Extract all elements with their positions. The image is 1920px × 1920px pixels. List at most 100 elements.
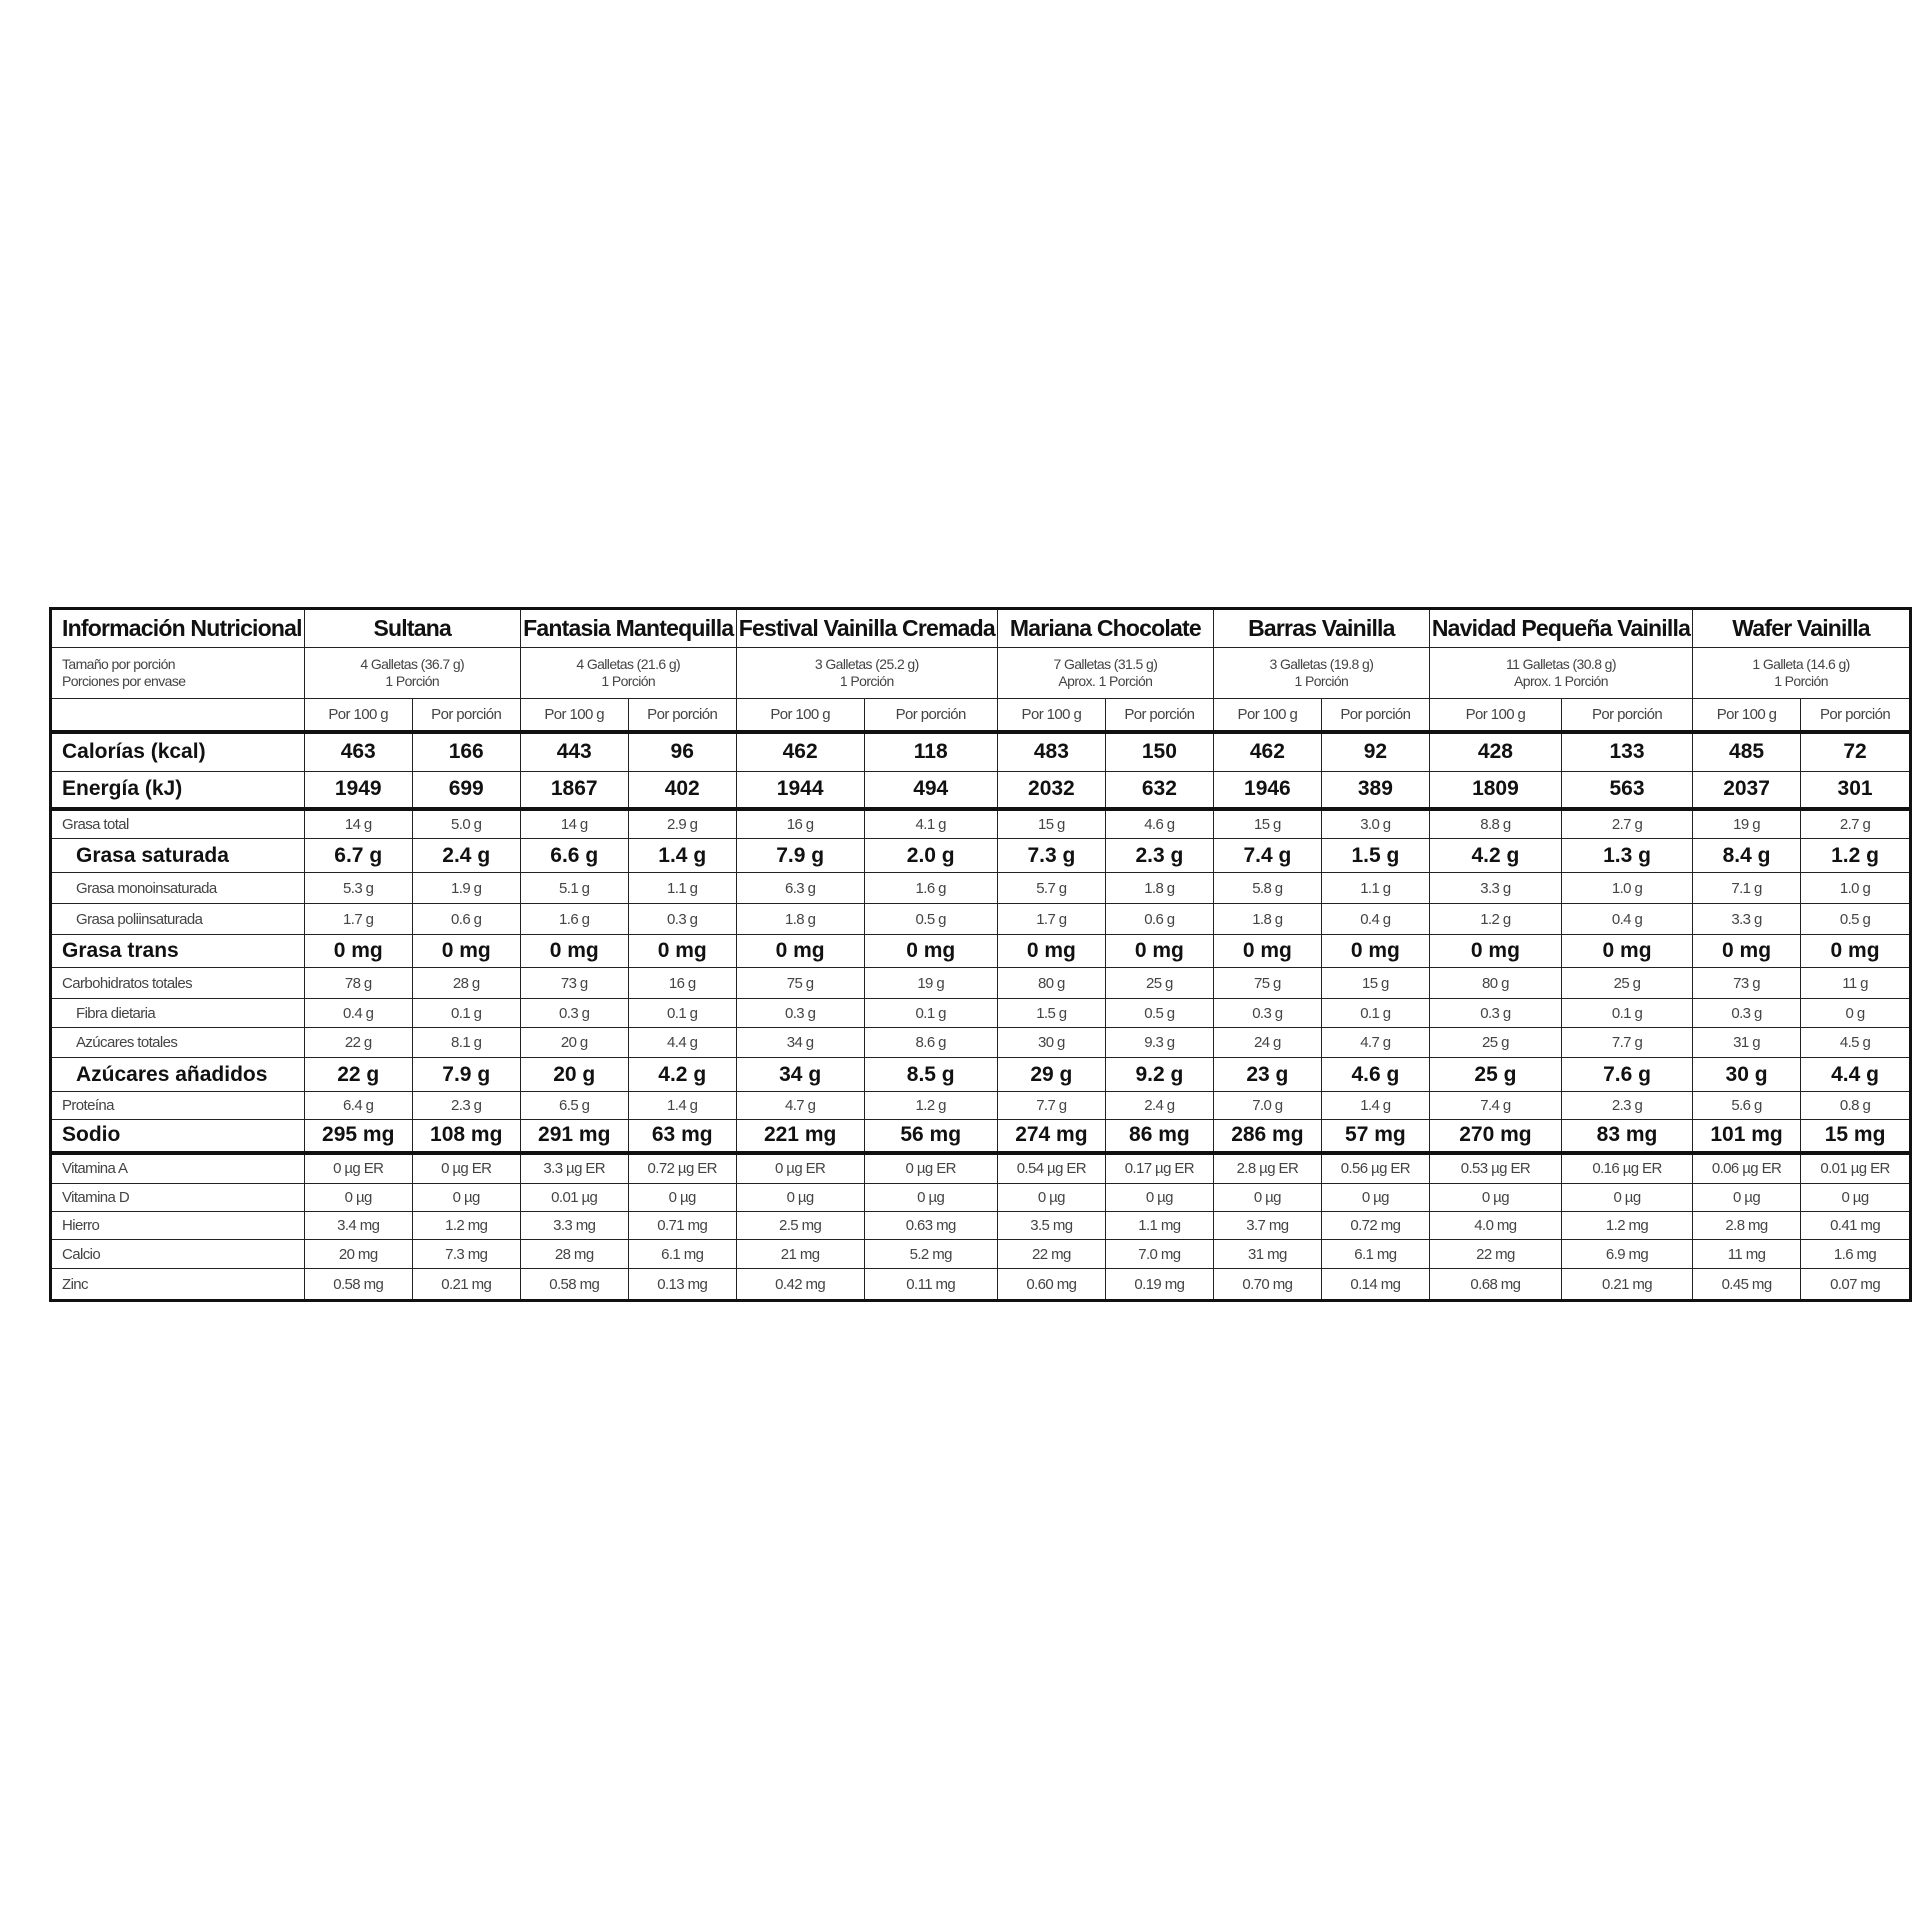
nutrient-value: 0.5 g — [1104, 998, 1214, 1028]
nutrient-value: 8.1 g — [411, 1027, 521, 1058]
nutrient-value: 1.5 g — [996, 998, 1106, 1028]
nutrient-label: Azúcares totales — [50, 1027, 305, 1058]
column-header: Por 100 g — [303, 698, 413, 734]
nutrient-value: 0.01 µg ER — [1800, 1152, 1912, 1184]
nutrient-value: 295 mg — [303, 1119, 413, 1155]
nutrient-value: 1.9 g — [411, 872, 521, 904]
nutrient-value: 150 — [1104, 731, 1214, 772]
empty-cell — [50, 698, 305, 734]
nutrient-value: 1.2 g — [1428, 903, 1562, 935]
nutrient-label: Energía (kJ) — [50, 771, 305, 811]
nutrient-value: 7.7 g — [996, 1091, 1106, 1120]
nutrient-value: 4.7 g — [1320, 1027, 1430, 1058]
nutrient-label: Fibra dietaria — [50, 998, 305, 1028]
nutrient-label: Azúcares añadidos — [50, 1057, 305, 1092]
nutrient-value: 462 — [735, 731, 865, 772]
table-title: Información Nutricional — [50, 608, 305, 648]
nutrient-value: 0 mg — [1104, 934, 1214, 968]
nutrient-value: 0 µg ER — [863, 1152, 998, 1184]
nutrient-value: 0.01 µg — [519, 1183, 629, 1212]
nutrient-value: 23 g — [1212, 1057, 1322, 1092]
nutrient-value: 22 mg — [996, 1239, 1106, 1269]
nutrient-value: 0 mg — [1320, 934, 1430, 968]
nutrient-value: 2.3 g — [411, 1091, 521, 1120]
nutrient-value: 0 µg ER — [411, 1152, 521, 1184]
nutrient-value: 0.21 mg — [411, 1268, 521, 1301]
nutrient-value: 1.4 g — [627, 1091, 737, 1120]
nutrition-table: Información Nutricional Sultana Fantasia M… — [49, 607, 1913, 1302]
nutrient-value: 4.7 g — [735, 1091, 865, 1120]
nutrient-value: 0 mg — [1800, 934, 1912, 968]
nutrient-row: Grasa monoinsaturada 5.3 g 1.9 g 5.1 g 1.1 g… — [50, 872, 1912, 904]
column-header: Por porción — [1104, 698, 1214, 734]
nutrient-value: 0.17 µg ER — [1104, 1152, 1214, 1184]
nutrient-value: 5.7 g — [996, 872, 1106, 904]
column-header: Por 100 g — [996, 698, 1106, 734]
nutrient-value: 0 µg — [627, 1183, 737, 1212]
nutrient-value: 1.8 g — [1212, 903, 1322, 935]
column-header: Por porción — [1560, 698, 1694, 734]
nutrient-value: 3.5 mg — [996, 1211, 1106, 1240]
serving-info: 7 Galletas (31.5 g) Aprox. 1 Porción — [996, 647, 1214, 699]
nutrient-value: 6.9 mg — [1560, 1239, 1694, 1269]
nutrient-value: 30 g — [1692, 1057, 1802, 1092]
nutrient-value: 2.9 g — [627, 808, 737, 839]
nutrient-value: 1.2 mg — [411, 1211, 521, 1240]
nutrient-value: 73 g — [519, 967, 629, 999]
nutrient-row: Proteína 6.4 g 2.3 g 6.5 g 1.4 g 4.7 g 1.2 g 7.… — [50, 1091, 1912, 1120]
serving-size: 4 Galletas (21.6 g) — [576, 656, 681, 672]
nutrient-value: 1867 — [519, 771, 629, 811]
nutrient-value: 0.60 mg — [996, 1268, 1106, 1301]
nutrient-value: 5.2 mg — [863, 1239, 998, 1269]
nutrient-value: 0 mg — [863, 934, 998, 968]
nutrient-label: Grasa trans — [50, 934, 305, 968]
nutrient-value: 0.6 g — [1104, 903, 1214, 935]
nutrient-value: 2.8 mg — [1692, 1211, 1802, 1240]
nutrient-value: 4.4 g — [1800, 1057, 1912, 1092]
nutrient-row: Hierro 3.4 mg 1.2 mg 3.3 mg 0.71 mg 2.5 mg 0.6… — [50, 1211, 1912, 1240]
nutrient-value: 0 mg — [627, 934, 737, 968]
serving-size: 4 Galletas (36.7 g) — [360, 656, 465, 672]
nutrient-value: 56 mg — [863, 1119, 998, 1155]
nutrient-value: 118 — [863, 731, 998, 772]
nutrient-value: 19 g — [863, 967, 998, 999]
nutrient-value: 34 g — [735, 1057, 865, 1092]
nutrient-value: 0.70 mg — [1212, 1268, 1322, 1301]
nutrient-value: 4.4 g — [627, 1027, 737, 1058]
nutrient-value: 389 — [1320, 771, 1430, 811]
nutrient-row: Grasa trans 0 mg 0 mg 0 mg 0 mg 0 mg 0 mg 0 mg 0… — [50, 934, 1912, 968]
servings-per-pack: 1 Porción — [839, 673, 894, 689]
nutrient-value: 0 mg — [996, 934, 1106, 968]
nutrient-value: 0.1 g — [627, 998, 737, 1028]
nutrient-value: 2.5 mg — [735, 1211, 865, 1240]
nutrient-value: 0.8 g — [1800, 1091, 1912, 1120]
nutrient-value: 5.8 g — [1212, 872, 1322, 904]
nutrient-value: 7.1 g — [1692, 872, 1802, 904]
nutrient-value: 5.3 g — [303, 872, 413, 904]
nutrient-value: 22 g — [303, 1057, 413, 1092]
nutrient-value: 632 — [1104, 771, 1214, 811]
nutrient-value: 3.4 mg — [303, 1211, 413, 1240]
serving-info: 1 Galleta (14.6 g) 1 Porción — [1692, 647, 1912, 699]
nutrient-value: 0.13 mg — [627, 1268, 737, 1301]
nutrient-value: 5.1 g — [519, 872, 629, 904]
nutrient-label: Grasa monoinsaturada — [50, 872, 305, 904]
nutrient-value: 4.2 g — [627, 1057, 737, 1092]
servings-per-pack: 1 Porción — [1294, 673, 1349, 689]
nutrient-value: 0.3 g — [1692, 998, 1802, 1028]
nutrient-value: 6.3 g — [735, 872, 865, 904]
nutrient-value: 0.14 mg — [1320, 1268, 1430, 1301]
nutrient-value: 101 mg — [1692, 1119, 1802, 1155]
nutrient-value: 19 g — [1692, 808, 1802, 839]
nutrient-value: 0 mg — [735, 934, 865, 968]
nutrient-value: 4.5 g — [1800, 1027, 1912, 1058]
nutrient-value: 0.11 mg — [863, 1268, 998, 1301]
nutrient-value: 3.7 mg — [1212, 1211, 1322, 1240]
nutrient-value: 0.41 mg — [1800, 1211, 1912, 1240]
serving-size: 11 Galletas (30.8 g) — [1506, 656, 1617, 672]
nutrient-row: Energía (kJ) 1949 699 1867 402 1944 494 2032 632… — [50, 771, 1912, 811]
nutrient-value: 0.3 g — [1428, 998, 1562, 1028]
nutrient-value: 22 g — [303, 1027, 413, 1058]
nutrient-value: 8.6 g — [863, 1027, 998, 1058]
product-name: Sultana — [303, 608, 521, 648]
